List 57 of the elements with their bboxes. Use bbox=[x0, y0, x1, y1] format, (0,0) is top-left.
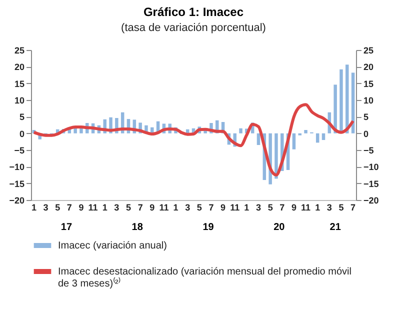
x-tick-label: 5 bbox=[268, 202, 273, 212]
text: 17 bbox=[60, 222, 72, 233]
x-tick-label: 9 bbox=[220, 202, 226, 212]
text: 18 bbox=[132, 222, 144, 233]
y2-tick-label: −15 bbox=[364, 178, 379, 189]
y-tick-label: −15 bbox=[9, 178, 24, 189]
y2-tick-label: −20 bbox=[364, 196, 379, 206]
x-tick-label: 3 bbox=[326, 202, 332, 212]
y-tick-label: 0 bbox=[19, 128, 24, 139]
x-tick-label: 7 bbox=[66, 202, 72, 212]
y2-tick-label: 5 bbox=[364, 112, 369, 122]
x-tick-label: 11 bbox=[301, 202, 311, 212]
x-tick-label: 9 bbox=[78, 202, 84, 212]
x-tick-label: 11 bbox=[88, 202, 98, 212]
x-tick-label: 3 bbox=[114, 202, 120, 212]
text: 19 bbox=[202, 222, 214, 233]
y2-tick-label: −5 bbox=[364, 146, 374, 156]
x-tick-label: 3 bbox=[185, 202, 190, 212]
x-tick-label: 1 bbox=[31, 202, 36, 212]
legend-label: Imacec desestacionalizado (variación mensual del promedio móvil de 3 meses)⁽²⁾ bbox=[58, 266, 352, 290]
x-tick-label: 1 bbox=[244, 202, 250, 212]
x-tick-label: 5 bbox=[196, 202, 202, 212]
y2-tick-label: 0 bbox=[364, 128, 369, 139]
x-tick-label: 1 bbox=[315, 202, 320, 212]
x-tick-label: 3 bbox=[256, 202, 262, 212]
chart-title: Gráfico 1: Imacec bbox=[143, 5, 244, 19]
y-tick-label: −20 bbox=[9, 196, 24, 206]
x-tick-label: 7 bbox=[208, 202, 214, 212]
x-tick-label: 5 bbox=[126, 202, 132, 212]
x-tick-label: 1 bbox=[102, 202, 108, 212]
x-tick-label: 9 bbox=[291, 202, 296, 212]
y-tick-label: −5 bbox=[14, 146, 24, 156]
text: 21 bbox=[330, 222, 342, 233]
y-tick-label: 10 bbox=[14, 96, 24, 106]
x-tick-label: 1 bbox=[173, 202, 178, 212]
y-tick-label: 15 bbox=[14, 78, 24, 89]
y2-tick-label: 25 bbox=[364, 46, 374, 56]
y2-tick-label: 20 bbox=[364, 62, 374, 72]
x-tick-label: 5 bbox=[55, 202, 60, 212]
y-tick-label: 25 bbox=[14, 46, 24, 56]
y-tick-label: 20 bbox=[14, 62, 24, 72]
y2-tick-label: 15 bbox=[364, 78, 374, 89]
text: 20 bbox=[274, 222, 286, 233]
chart-subtitle: (tasa de variación porcentual) bbox=[121, 22, 266, 34]
y-tick-label: −10 bbox=[9, 162, 24, 172]
x-tick-label: 7 bbox=[280, 202, 285, 212]
x-tick-label: 3 bbox=[43, 202, 48, 212]
x-tick-label: 11 bbox=[159, 202, 169, 212]
x-tick-label: 7 bbox=[350, 202, 356, 212]
x-tick-label: 5 bbox=[338, 202, 344, 212]
legend-label: Imacec (variación anual) bbox=[58, 240, 167, 252]
x-tick-label: 7 bbox=[138, 202, 143, 212]
y-tick-label: 5 bbox=[19, 112, 24, 122]
x-tick-label: 9 bbox=[150, 202, 155, 212]
x-tick-label: 11 bbox=[230, 202, 240, 212]
y2-tick-label: 10 bbox=[364, 96, 374, 106]
y2-tick-label: −10 bbox=[364, 162, 379, 172]
